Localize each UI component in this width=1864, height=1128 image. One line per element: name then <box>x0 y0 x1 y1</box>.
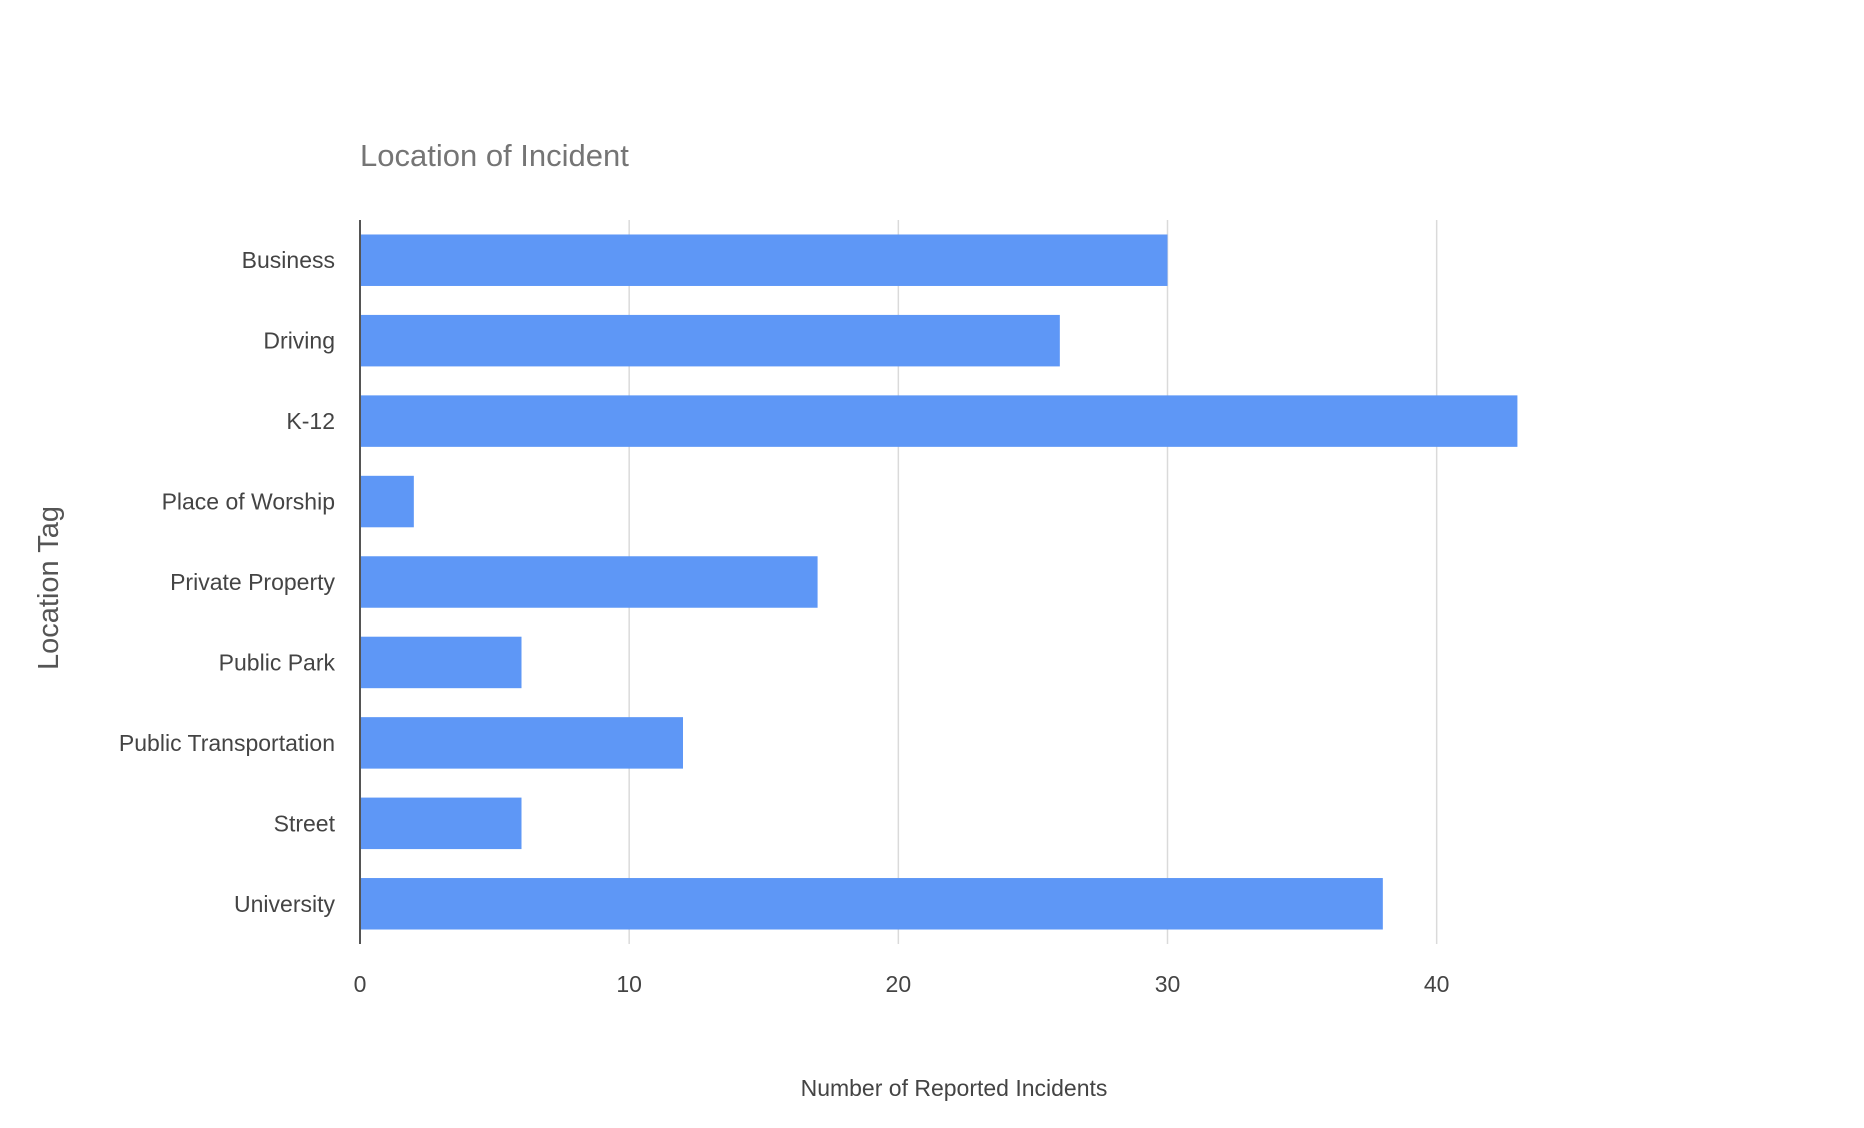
y-axis-title: Location Tag <box>33 506 65 670</box>
bar-public-transportation <box>360 717 683 769</box>
category-labels: Business Driving K-12 Place of Worship Priva… <box>119 247 336 917</box>
x-tick-labels: 0 10 20 30 40 <box>354 971 1450 997</box>
x-tick-label-10: 10 <box>616 971 642 997</box>
x-tick-label-30: 30 <box>1155 971 1181 997</box>
bar-street <box>360 797 522 850</box>
category-label-k-12: K-12 <box>286 408 335 434</box>
category-label-driving: Driving <box>263 328 335 354</box>
category-label-place-of-worship: Place of Worship <box>162 489 335 515</box>
bar-k-12 <box>360 395 1518 447</box>
x-tick-label-20: 20 <box>886 971 912 997</box>
x-tick-label-40: 40 <box>1424 971 1450 997</box>
bar-public-park <box>360 636 522 689</box>
category-label-private-property: Private Property <box>170 569 335 595</box>
x-axis-title: Number of Reported Incidents <box>801 1075 1108 1101</box>
category-label-public-park: Public Park <box>219 649 336 675</box>
bar-business <box>360 234 1168 286</box>
bar-private-property <box>360 556 818 608</box>
bars <box>360 234 1518 930</box>
category-label-public-transportation: Public Transportation <box>119 730 335 756</box>
category-label-street: Street <box>274 810 336 836</box>
category-label-university: University <box>234 891 335 917</box>
category-label-business: Business <box>242 247 335 273</box>
chart-title: Location of Incident <box>360 138 629 173</box>
bar-place-of-worship <box>360 475 414 528</box>
x-tick-label-0: 0 <box>354 971 367 997</box>
bar-driving <box>360 314 1060 367</box>
bar-university <box>360 878 1383 930</box>
